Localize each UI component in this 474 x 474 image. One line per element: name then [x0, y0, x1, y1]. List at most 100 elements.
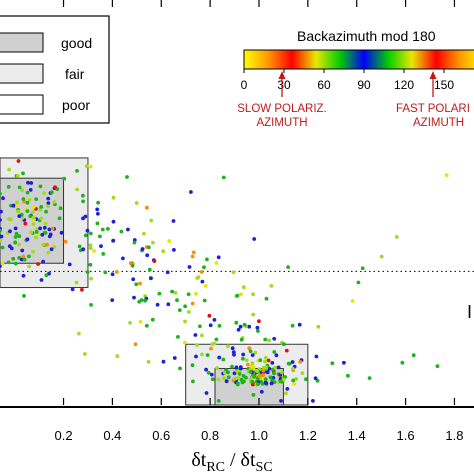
- data-point: [44, 209, 48, 214]
- data-point: [22, 294, 26, 298]
- data-point: [209, 346, 213, 351]
- x-tick-label: 1.2: [299, 428, 317, 443]
- data-point: [165, 270, 170, 275]
- data-point: [111, 195, 116, 200]
- data-point: [132, 240, 137, 245]
- data-point: [234, 365, 239, 370]
- data-point: [13, 261, 18, 266]
- data-point: [74, 280, 79, 285]
- data-point: [239, 337, 244, 342]
- data-point: [20, 248, 25, 253]
- data-point: [178, 366, 182, 371]
- x-tick-label: 1.0: [250, 428, 268, 443]
- data-point: [264, 296, 269, 301]
- data-point: [14, 204, 18, 208]
- data-point: [226, 375, 231, 380]
- data-point: [226, 370, 230, 375]
- data-point: [234, 320, 239, 325]
- data-point: [144, 323, 149, 328]
- data-point: [63, 239, 68, 244]
- data-point: [149, 218, 154, 223]
- data-point: [25, 200, 30, 205]
- x-label-sub2: SC: [256, 460, 273, 474]
- data-point: [217, 323, 222, 328]
- data-point: [31, 210, 35, 215]
- data-point: [183, 319, 187, 324]
- data-point: [258, 358, 263, 363]
- data-point: [1, 196, 5, 201]
- annotation-fast: FAST POLARI AZIMUTH: [396, 71, 470, 129]
- data-point: [248, 370, 253, 374]
- data-point: [17, 185, 22, 190]
- data-point: [183, 304, 188, 309]
- data-point: [15, 200, 19, 205]
- data-point: [205, 353, 210, 357]
- data-point: [292, 382, 296, 386]
- data-point: [44, 273, 49, 278]
- data-point: [43, 221, 48, 226]
- data-point: [11, 256, 16, 261]
- data-point: [103, 270, 108, 275]
- data-point: [50, 226, 55, 231]
- data-point: [126, 227, 130, 232]
- data-point: [232, 371, 237, 376]
- data-point: [46, 250, 51, 255]
- x-label-main1: δt: [191, 449, 206, 471]
- data-point: [394, 235, 399, 239]
- legend-label-fair: fair: [65, 66, 85, 82]
- data-point: [215, 366, 219, 370]
- data-point: [265, 370, 270, 375]
- data-point: [89, 303, 93, 307]
- data-point: [31, 222, 36, 226]
- data-point: [241, 285, 246, 290]
- data-point: [25, 237, 30, 242]
- data-point: [273, 365, 278, 370]
- data-point: [38, 184, 43, 189]
- data-point: [210, 377, 215, 382]
- data-point: [152, 259, 157, 263]
- data-point: [330, 361, 335, 366]
- data-point: [92, 249, 96, 253]
- data-point: [138, 319, 143, 324]
- data-point: [267, 338, 271, 343]
- data-point: [53, 185, 57, 190]
- data-point: [196, 275, 201, 279]
- data-point: [342, 360, 346, 365]
- data-point: [239, 292, 243, 297]
- x-tick-label: 1.8: [445, 428, 463, 443]
- annotation-slow-line1: SLOW POLARIZ.: [237, 103, 326, 115]
- data-point: [202, 265, 206, 270]
- data-point: [147, 267, 152, 272]
- data-point: [85, 270, 90, 275]
- data-point: [172, 248, 176, 252]
- data-point: [98, 234, 102, 239]
- data-point: [203, 284, 208, 288]
- data-point: [49, 247, 54, 252]
- data-point: [232, 352, 236, 357]
- data-point: [189, 190, 193, 194]
- colorbar-title: Backazimuth mod 180: [297, 28, 436, 44]
- data-point: [190, 363, 195, 368]
- data-point: [233, 376, 238, 381]
- data-point: [134, 201, 139, 205]
- data-point: [250, 353, 255, 357]
- data-point: [31, 205, 36, 209]
- data-point: [217, 355, 222, 360]
- data-points: [0, 159, 449, 403]
- data-point: [46, 204, 50, 209]
- data-point: [226, 344, 230, 349]
- data-point: [121, 256, 125, 261]
- data-point: [34, 197, 39, 202]
- data-point: [146, 360, 151, 364]
- data-point: [175, 298, 179, 303]
- data-point: [173, 290, 178, 295]
- data-point: [198, 324, 202, 329]
- data-point: [145, 205, 149, 210]
- data-point: [212, 318, 217, 322]
- data-point: [161, 359, 166, 364]
- data-point: [13, 226, 18, 231]
- data-point: [435, 364, 440, 369]
- data-point: [241, 356, 245, 361]
- data-point: [176, 335, 180, 339]
- data-point: [207, 313, 212, 318]
